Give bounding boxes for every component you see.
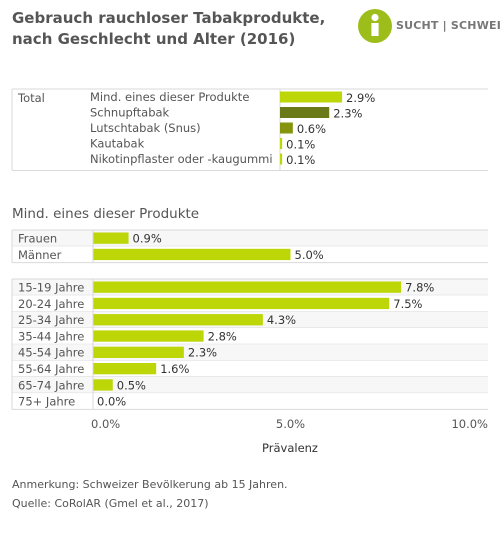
prevalence-panel: Mind. eines dieser Produkte Frauen 0.9% Män… [11, 206, 488, 455]
value-label-nikotinpflaster-oder-kaugummi: 0.1% [286, 153, 315, 167]
total-panel: Total Mind. eines dieser Produkte 2.9% Schn… [11, 88, 488, 171]
bar-m-nner [93, 248, 291, 261]
value-label-35-44-jahre: 2.8% [208, 329, 237, 343]
bar-schnupftabak [280, 107, 330, 118]
bar-15-19-jahre [93, 281, 402, 293]
bar-35-44-jahre [93, 330, 204, 342]
value-label-mind-eines-dieser-produkte: 2.9% [346, 91, 375, 105]
value-label-75-jahre: 0.0% [97, 395, 126, 409]
value-label-15-19-jahre: 7.8% [405, 281, 434, 295]
value-label-65-74-jahre: 0.5% [117, 378, 146, 392]
value-label-kautabak: 0.1% [286, 138, 315, 152]
logo-text: SUCHT | SCHWEIZ [396, 19, 500, 32]
category-label-35-44-jahre: 35-44 Jahre [18, 329, 84, 343]
category-label-55-64-jahre: 55-64 Jahre [18, 362, 84, 376]
chart-title: Gebrauch rauchloser Tabakprodukte, nach … [12, 9, 326, 48]
bar-frauen [93, 232, 129, 244]
bar-mind-eines-dieser-produkte [280, 91, 343, 103]
category-label-m-nner: Männer [18, 248, 62, 262]
bar-lutschtabak-snus [280, 122, 293, 134]
value-label-20-24-jahre: 7.5% [393, 297, 422, 311]
category-label-nikotinpflaster-oder-kaugummi: Nikotinpflaster oder -kaugummi [90, 152, 273, 166]
bar-55-64-jahre [93, 363, 157, 375]
value-label-frauen: 0.9% [133, 232, 162, 246]
row-band-frauen [12, 230, 488, 247]
bar-nikotinpflaster-oder-kaugummi [280, 153, 283, 165]
value-label-lutschtabak-snus: 0.6% [297, 122, 326, 136]
value-label-m-nner: 5.0% [295, 248, 324, 262]
value-label-25-34-jahre: 4.3% [267, 313, 296, 327]
group-label-total: Total [17, 91, 45, 105]
category-label-lutschtabak-snus: Lutschtabak (Snus) [90, 121, 201, 135]
source-note: Quelle: CoRolAR (Gmel et al., 2017) [12, 497, 209, 510]
category-label-20-24-jahre: 20-24 Jahre [18, 297, 84, 311]
sucht-schweiz-logo: SUCHT | SCHWEIZ [358, 6, 500, 46]
value-label-schnupftabak: 2.3% [333, 107, 362, 121]
value-label-55-64-jahre: 1.6% [160, 362, 189, 376]
category-label-schnupftabak: Schnupftabak [90, 106, 170, 120]
category-label-frauen: Frauen [18, 232, 57, 246]
x-tick-5-0: 5.0% [276, 417, 305, 431]
bar-kautabak [280, 138, 283, 149]
category-label-25-34-jahre: 25-34 Jahre [18, 313, 84, 327]
category-label-15-19-jahre: 15-19 Jahre [18, 281, 84, 295]
x-axis-label: Prävalenz [262, 441, 318, 455]
bar-20-24-jahre [93, 297, 390, 310]
row-band-75-jahre [12, 393, 488, 410]
category-label-65-74-jahre: 65-74 Jahre [18, 378, 84, 392]
bar-65-74-jahre [93, 379, 113, 391]
category-label-75-jahre: 75+ Jahre [18, 395, 75, 409]
category-label-45-54-jahre: 45-54 Jahre [18, 346, 84, 360]
category-label-kautabak: Kautabak [90, 137, 145, 151]
footnote: Anmerkung: Schweizer Bevölkerung ab 15 J… [12, 478, 288, 491]
category-label-mind-eines-dieser-produkte: Mind. eines dieser Produkte [90, 90, 249, 104]
panel-title: Mind. eines dieser Produkte [12, 206, 199, 222]
value-label-45-54-jahre: 2.3% [188, 346, 217, 360]
x-tick-0-0: 0.0% [91, 417, 120, 431]
row-band-65-74-jahre [12, 376, 488, 394]
bar-25-34-jahre [93, 314, 263, 326]
x-tick-10-0: 10.0% [451, 417, 488, 431]
bar-45-54-jahre [93, 346, 184, 358]
